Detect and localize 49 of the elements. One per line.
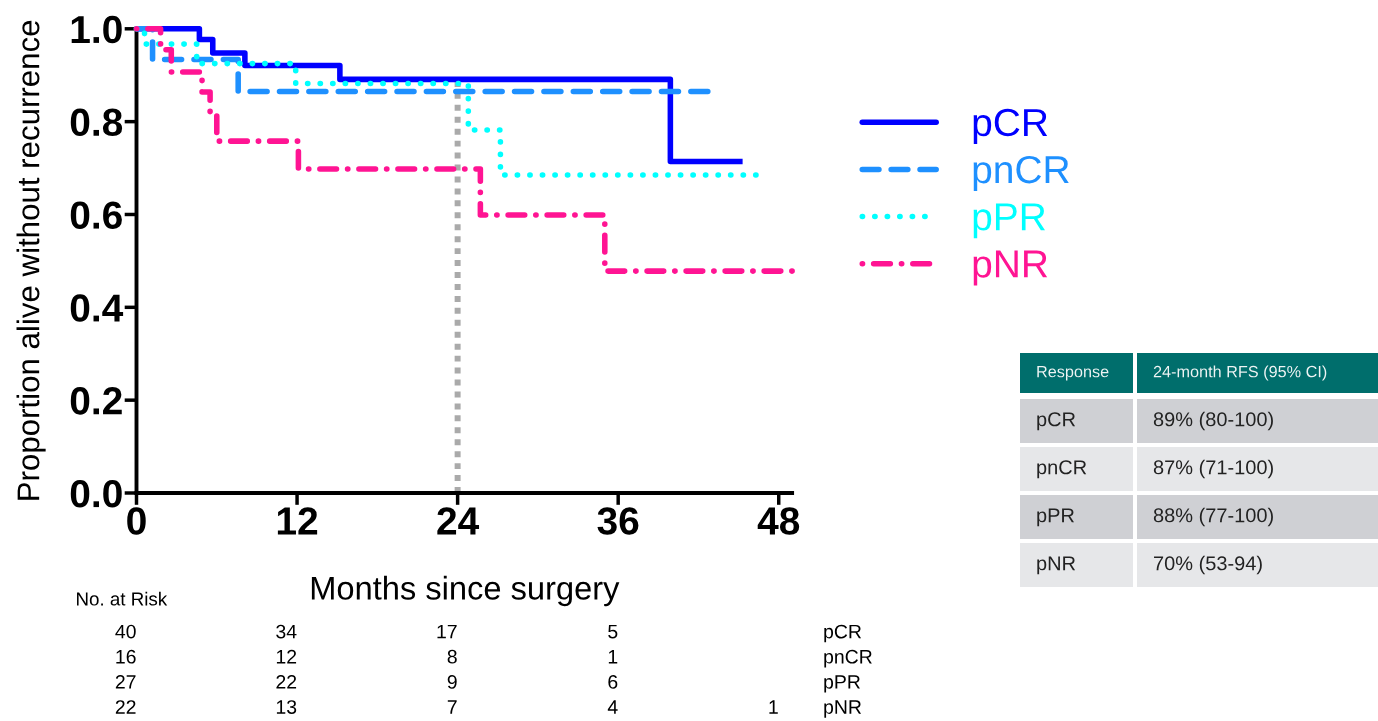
text: 16 — [116, 649, 136, 664]
text: pCR — [1037, 412, 1076, 431]
text: 27 — [115, 674, 136, 689]
legend-label: pCR — [973, 108, 1048, 144]
y-tick-label: 1.0 — [71, 15, 122, 44]
category-label: pnCR — [824, 649, 872, 668]
category-label: pCR — [824, 624, 862, 643]
text: pNR — [1037, 556, 1076, 575]
category-label: pPR — [824, 675, 860, 693]
text: 12 — [276, 649, 297, 664]
category-label: pNR — [824, 700, 862, 718]
text: 22 — [115, 700, 136, 714]
y-tick-label: 0.8 — [70, 108, 123, 137]
text: 6 — [608, 674, 618, 689]
text: 24-month RFS (95% CI) — [1153, 365, 1327, 381]
x-axis-title: Months since surgery — [311, 575, 620, 607]
y-tick-label: 0.4 — [70, 294, 124, 322]
x-tick-label: 24 — [437, 507, 480, 535]
text: 8 — [447, 649, 457, 664]
text: pnCR — [1037, 460, 1087, 479]
text: No. at Risk — [77, 591, 168, 606]
legend-label: pPR — [973, 203, 1046, 239]
legend-label: pNR — [973, 250, 1048, 286]
text: 89% (80-100) — [1153, 411, 1273, 431]
text: 34 — [276, 624, 297, 639]
x-tick-label: 48 — [757, 507, 800, 535]
x-tick-label: 0 — [127, 507, 146, 535]
text: 70% (53-94) — [1154, 555, 1262, 575]
text: 87% (71-100) — [1153, 459, 1273, 479]
text: 22 — [276, 674, 297, 689]
text: pPR — [1037, 508, 1074, 527]
text: 4 — [607, 700, 618, 714]
y-axis-title: Proportion alive without recurrence — [16, 20, 46, 500]
text: 1 — [608, 650, 618, 664]
y-tick-label: 0.6 — [70, 201, 122, 229]
y-tick-label: 0.2 — [70, 387, 122, 415]
x-tick-label: 36 — [597, 507, 639, 535]
text: 1 — [769, 700, 778, 714]
y-tick-label: 0.0 — [70, 479, 122, 508]
text: 88% (77-100) — [1153, 507, 1273, 527]
text: 5 — [608, 624, 618, 639]
text: 13 — [276, 700, 297, 714]
x-tick-label: 12 — [277, 507, 318, 535]
text: 9 — [447, 674, 457, 689]
text: 17 — [437, 624, 457, 639]
text: 40 — [115, 624, 136, 639]
text: 7 — [447, 700, 457, 714]
legend-label: pnCR — [973, 155, 1069, 192]
text: Response — [1037, 366, 1109, 381]
